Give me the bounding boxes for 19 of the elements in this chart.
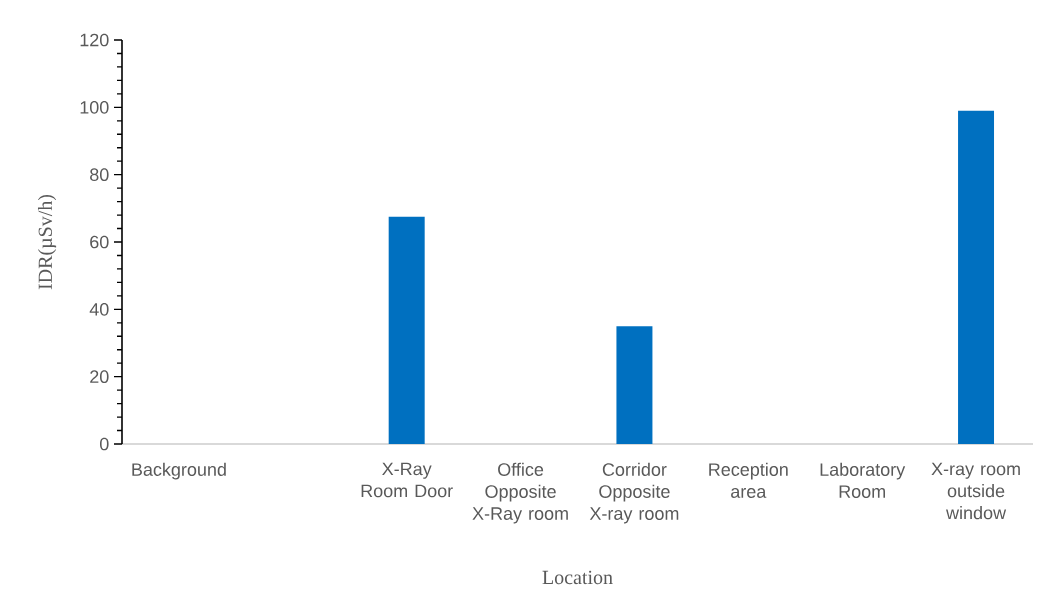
y-tick-label: 40 [89, 302, 109, 316]
bar [388, 216, 425, 444]
y-tick-label: 120 [80, 33, 109, 47]
y-tick-label: 0 [99, 437, 109, 451]
bar [616, 326, 653, 444]
x-tick-label: X-ray room outside window [931, 462, 1020, 520]
x-tick-label: Office Opposite X-Ray room [472, 462, 568, 524]
x-tick-label: Background [132, 462, 226, 480]
x-tick-label: Corridor Opposite X-ray room [589, 462, 679, 524]
y-tick-label: 100 [80, 100, 109, 114]
bar [958, 110, 995, 444]
x-tick-label: Reception area [709, 462, 788, 498]
y-axis-title: IDR(µSv/h) [37, 194, 57, 290]
y-tick-label: 60 [90, 235, 109, 249]
x-tick-label: X-Ray Room Door [361, 462, 453, 498]
x-tick-label: Laboratory Room [820, 462, 906, 498]
y-tick-label: 80 [90, 168, 109, 182]
y-tick-label: 20 [90, 370, 109, 384]
x-axis-title: Location [542, 570, 613, 585]
